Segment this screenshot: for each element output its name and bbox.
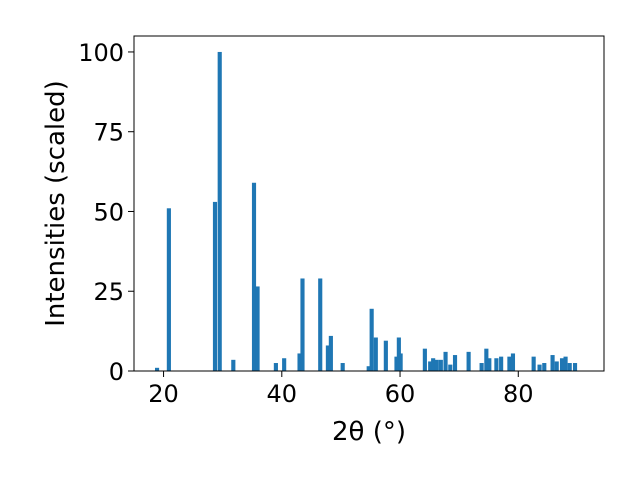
bar [507,356,512,371]
bar [428,361,433,371]
bar [340,363,345,371]
bar [398,353,403,371]
bar [563,356,568,371]
bar [542,363,547,371]
bar [300,278,305,371]
bar [559,358,565,371]
bar [282,358,287,371]
y-tick-label: 50 [93,198,124,226]
bar [484,348,489,371]
bar [434,359,439,371]
y-tick-label: 100 [78,39,124,67]
bar [443,351,448,371]
bar [318,278,323,371]
bars-group [154,51,578,371]
bar [251,182,257,371]
bar [448,364,453,371]
bar [567,363,572,371]
y-axis: 0 25 50 75 100 [78,39,134,386]
x-axis: 20 40 60 80 [148,371,534,408]
bar [531,356,536,371]
bar [383,340,388,371]
bar [479,363,484,371]
x-tick-label: 80 [503,380,534,408]
bar [572,363,578,371]
x-tick-label: 40 [267,380,298,408]
y-axis-label: Intensities (scaled) [41,80,71,327]
bar [217,51,222,371]
bar [212,201,218,371]
bar [422,348,427,371]
y-tick-label: 75 [93,119,124,147]
bar [366,366,371,371]
bar [231,359,236,371]
plot-frame [133,35,605,372]
bar [494,358,499,371]
bar [255,286,260,371]
y-tick-label: 25 [93,278,124,306]
bar [394,356,399,371]
bar [273,363,278,371]
bar [297,353,302,371]
bar [154,367,160,371]
bar [537,364,542,371]
bar [487,358,492,371]
x-tick-label: 20 [148,380,179,408]
bar [452,355,458,371]
bar [554,361,559,371]
bar [373,337,378,371]
x-tick-label: 60 [385,380,416,408]
bar [325,345,330,371]
bar [499,356,504,371]
y-tick-label: 0 [109,358,124,386]
bar [328,335,333,371]
bar [466,351,471,371]
bar [510,353,516,371]
x-axis-label: 2θ (°) [332,417,406,447]
bar [369,308,374,371]
bar [431,358,436,371]
bar [438,359,443,371]
bar [166,208,171,371]
bar [550,355,555,371]
